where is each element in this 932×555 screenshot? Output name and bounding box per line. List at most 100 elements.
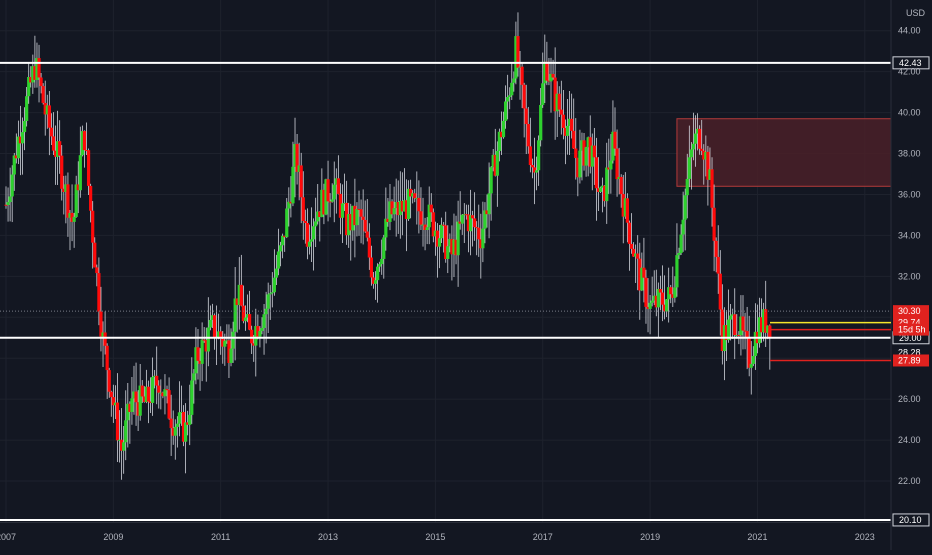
candle-down	[167, 390, 171, 419]
candle-down	[400, 200, 404, 212]
candle-up	[648, 302, 652, 309]
candle-up	[208, 319, 212, 328]
candle-up	[6, 202, 10, 206]
candle-down	[363, 219, 367, 232]
x-tick-label: 2021	[747, 532, 767, 542]
candle-down	[454, 239, 458, 256]
y-tick-label: 44.00	[898, 26, 921, 36]
candle-up	[735, 335, 739, 337]
candle-up	[138, 385, 142, 416]
candle-up	[411, 193, 415, 197]
candle-up	[297, 165, 301, 172]
candle-down	[559, 109, 563, 115]
candle-down	[700, 148, 704, 151]
candle-down	[186, 422, 190, 425]
candle-up	[623, 198, 627, 217]
candle-down	[574, 148, 578, 158]
candle-up	[677, 252, 681, 256]
x-tick-label: 2007	[0, 532, 16, 542]
candle-down	[654, 295, 658, 308]
y-tick-label: 40.00	[898, 108, 921, 118]
x-tick-label: 2011	[211, 532, 230, 542]
candle-up	[122, 442, 126, 451]
candle-up	[503, 101, 508, 121]
candle-down	[303, 221, 307, 224]
candle-up	[340, 203, 345, 218]
candle-down	[359, 209, 363, 217]
candle-up	[708, 169, 712, 180]
candle-up	[233, 298, 237, 332]
candle-down	[70, 212, 74, 222]
candle-down	[759, 317, 764, 333]
candle-up	[231, 331, 235, 349]
time-axis[interactable]: 2007 2009 2011 2013 2015 2017 2019 2021 2023	[0, 522, 891, 543]
candle-down	[18, 136, 23, 144]
candle-down	[47, 105, 51, 128]
candle-up	[22, 120, 27, 133]
candle-down	[369, 257, 374, 278]
candles	[4, 12, 772, 480]
candle-up	[334, 178, 338, 185]
candle-down	[710, 169, 714, 208]
candle-up	[731, 314, 735, 316]
y-tick-label: 42.00	[898, 67, 921, 77]
candle-down	[37, 58, 41, 78]
candle-up	[693, 133, 698, 144]
candle-down	[62, 188, 66, 192]
candle-up	[184, 422, 188, 442]
candle-up	[650, 300, 654, 303]
candle-down	[669, 287, 673, 295]
candle-down	[161, 392, 165, 397]
candle-up	[757, 317, 762, 344]
candle-down	[409, 188, 413, 197]
candle-up	[16, 136, 20, 159]
grid	[0, 0, 891, 522]
candle-down	[619, 176, 623, 195]
candle-down	[646, 306, 650, 309]
candle-down	[136, 402, 140, 416]
candle-up	[380, 258, 384, 265]
candle-down	[419, 211, 423, 225]
level-tag-bg	[892, 513, 930, 527]
price-axis[interactable]: USD 22.0024.0026.0028.0030.0032.0034.003…	[890, 0, 926, 550]
y-tick-label: 26.00	[898, 394, 921, 404]
candle-up	[695, 128, 700, 134]
candle-up	[274, 268, 279, 278]
candle-down	[528, 146, 532, 166]
x-tick-label: 2017	[533, 532, 553, 542]
candle-down	[576, 157, 580, 178]
candle-down	[442, 224, 446, 226]
candle-down	[530, 165, 535, 168]
candle-up	[287, 201, 291, 209]
candle-up	[749, 363, 753, 368]
candle-down	[473, 218, 477, 228]
candle-down	[444, 225, 448, 259]
candle-up	[8, 196, 12, 203]
candle-up	[392, 208, 396, 215]
candle-up	[64, 184, 68, 192]
candle-up	[421, 224, 425, 226]
candle-up	[468, 215, 473, 232]
candle-up	[555, 93, 559, 112]
candle-down	[625, 198, 629, 223]
candle-down	[718, 273, 722, 310]
candle-down	[724, 325, 729, 341]
candle-down	[148, 401, 153, 403]
candle-up	[452, 239, 456, 255]
candle-up	[272, 277, 276, 293]
horizontal-levels[interactable]: 42.43 29.00 20.10	[0, 56, 930, 527]
candle-up	[101, 332, 105, 337]
y-tick-label: 32.00	[898, 271, 921, 281]
candle-down	[386, 218, 390, 222]
candle-down	[660, 292, 665, 305]
candle-down	[134, 391, 138, 403]
candle-down	[524, 108, 528, 125]
candle-up	[543, 61, 547, 84]
candle-down	[91, 210, 95, 243]
x-tick-label: 2023	[855, 532, 875, 542]
candle-up	[355, 208, 359, 226]
candle-down	[532, 167, 537, 173]
